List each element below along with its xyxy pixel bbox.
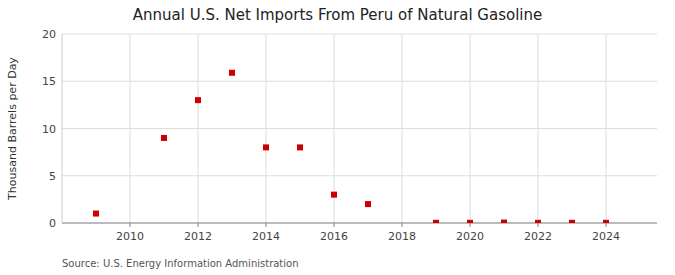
y-axis-label: Thousand Barrels per Day [6, 57, 19, 201]
x-grid-line [538, 34, 539, 223]
y-grid-line [62, 223, 657, 224]
y-grid-line [62, 81, 657, 82]
scatter-point [229, 70, 235, 76]
y-grid-line [62, 175, 657, 176]
scatter-point [365, 201, 371, 207]
x-tick-mark [402, 223, 403, 227]
x-tick-mark [334, 223, 335, 227]
x-tick-mark [266, 223, 267, 227]
source-note: Source: U.S. Energy Information Administ… [62, 258, 299, 269]
scatter-point [93, 211, 99, 217]
x-grid-line [606, 34, 607, 223]
x-grid-line [266, 34, 267, 223]
x-grid-line [198, 34, 199, 223]
x-tick-mark [538, 223, 539, 227]
title: Annual U.S. Net Imports From Peru of Nat… [133, 6, 543, 24]
points [93, 70, 609, 223]
y-tick-label: 10 [42, 123, 56, 136]
x-grid-line [402, 34, 403, 223]
scatter-point [501, 220, 507, 223]
grid [62, 34, 657, 223]
scatter-point [161, 135, 167, 141]
x-tick-mark [198, 223, 199, 227]
y-tick-label: 15 [42, 75, 56, 88]
x-tick-label: 2018 [388, 230, 416, 243]
scatter-point [195, 97, 201, 103]
scatter-point [433, 220, 439, 223]
scatter-point [603, 220, 609, 223]
y-tick-label: 0 [49, 217, 56, 230]
x-tick-label: 2022 [524, 230, 552, 243]
x-tick-mark [470, 223, 471, 227]
x-tick-label: 2012 [184, 230, 212, 243]
y-grid-line [62, 128, 657, 129]
x-tick-mark [606, 223, 607, 227]
x-axis-line [62, 223, 657, 224]
x-tick-label: 2010 [116, 230, 144, 243]
chart-container: Annual U.S. Net Imports From Peru of Nat… [0, 0, 675, 275]
x-tick-label: 2024 [592, 230, 620, 243]
y-axis-line [62, 34, 63, 223]
x-tick-mark [130, 223, 131, 227]
axes: 0 5 10 15 20 2010 2012 2014 2016 2018 2020 2022 2024 [42, 28, 657, 243]
x-tick-label: 2014 [252, 230, 280, 243]
scatter-point [297, 144, 303, 150]
scatter-point [331, 192, 337, 198]
scatter-point [569, 220, 575, 223]
y-tick-label: 20 [42, 28, 56, 41]
y-tick-label: 5 [49, 170, 56, 183]
scatter-point [467, 220, 473, 223]
x-tick-label: 2020 [456, 230, 484, 243]
x-grid-line [130, 34, 131, 223]
chart-svg: Annual U.S. Net Imports From Peru of Nat… [0, 0, 675, 275]
y-grid-line [62, 34, 657, 35]
scatter-point [263, 144, 269, 150]
scatter-point [535, 220, 541, 223]
x-tick-label: 2016 [320, 230, 348, 243]
x-grid-line [470, 34, 471, 223]
